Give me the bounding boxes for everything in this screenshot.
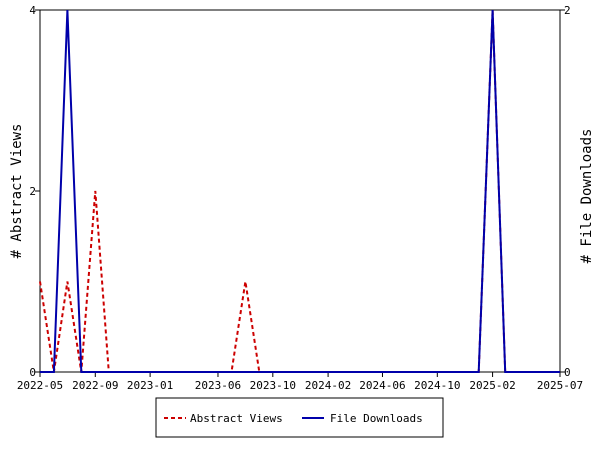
x-tick-label: 2025-02 [469, 379, 515, 392]
x-axis-ticks: 2022-05 2022-09 2023-01 2023-06 2023-10 2024-… [17, 372, 583, 392]
legend-label-abstract-views: Abstract Views [190, 412, 283, 425]
y-right-tick-label: 2 [564, 4, 571, 17]
x-tick-label: 2024-10 [414, 379, 460, 392]
series-line-file-downloads [40, 9, 560, 373]
x-tick-label: 2023-06 [195, 379, 241, 392]
x-tick-label: 2024-02 [305, 379, 351, 392]
legend-box [155, 397, 444, 438]
x-tick-label: 2023-10 [250, 379, 296, 392]
legend-label-file-downloads: File Downloads [330, 412, 423, 425]
legend: Abstract Views File Downloads [155, 397, 444, 438]
plot-border [39, 9, 561, 373]
x-tick-label: 2022-09 [72, 379, 118, 392]
y-right-axis-ticks: 02 [560, 4, 571, 379]
series-line-abstract-views [39, 9, 560, 373]
plot-area [39, 9, 561, 373]
y-left-tick-label: 0 [29, 366, 36, 379]
y-left-axis-ticks: 0 2 4 [29, 4, 40, 379]
y-left-axis-title: # Abstract Views [9, 124, 25, 259]
y-right-axis-title: # File Downloads [579, 129, 595, 264]
x-tick-label: 2025-07 [537, 379, 583, 392]
x-tick-label: 2023-01 [127, 379, 173, 392]
y-left-tick-label: 2 [29, 185, 36, 198]
y-right-tick-label: 0 [564, 366, 571, 379]
x-tick-label: 2024-06 [359, 379, 405, 392]
series-layer [39, 9, 560, 373]
x-tick-label: 2022-05 [17, 379, 63, 392]
y-left-tick-label: 4 [29, 4, 36, 17]
